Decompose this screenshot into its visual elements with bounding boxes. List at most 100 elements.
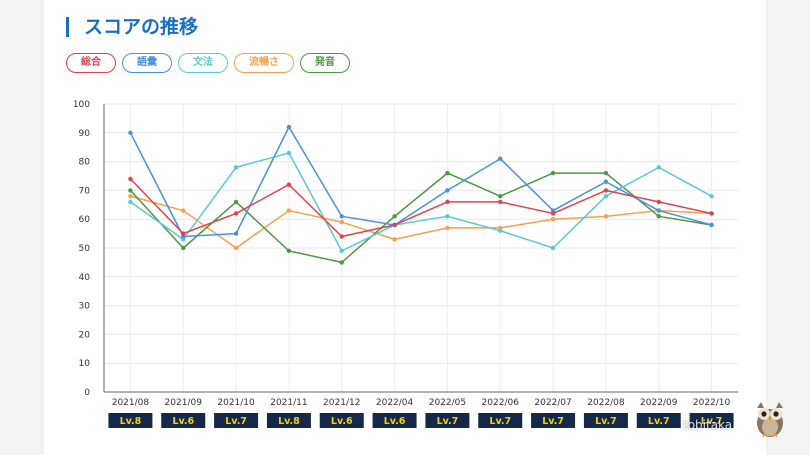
series-point-0 — [181, 208, 186, 213]
x-tick-label: 2022/04 — [376, 398, 414, 408]
title-accent-bar — [66, 17, 69, 37]
x-tick-label: 2022/05 — [429, 398, 466, 408]
series-point-4 — [181, 231, 186, 236]
x-tick-label: 2021/12 — [323, 398, 360, 408]
series-point-2 — [286, 150, 292, 156]
level-badge — [636, 413, 681, 428]
series-point-4 — [550, 211, 556, 216]
series-point-4 — [709, 211, 714, 216]
series-point-0 — [445, 225, 450, 231]
series-point-4 — [233, 211, 239, 216]
series-point-1 — [445, 170, 450, 176]
series-point-0 — [286, 208, 292, 213]
legend-toggle-1[interactable]: 語彙 — [122, 53, 172, 73]
series-point-4 — [392, 222, 397, 228]
level-badge-label: Lv.8 — [278, 416, 300, 427]
level-badge — [319, 413, 364, 428]
level-badge-label: Lv.8 — [120, 416, 142, 427]
level-badge — [372, 413, 417, 428]
series-point-4 — [286, 182, 292, 187]
x-tick-label: 2022/09 — [640, 398, 678, 408]
series-point-1 — [339, 260, 344, 265]
level-badge — [214, 413, 259, 428]
level-badge-label: Lv.7 — [225, 416, 247, 427]
series-point-3 — [498, 156, 503, 161]
level-badge — [425, 413, 470, 428]
level-badge — [108, 413, 153, 428]
series-line-3 — [129, 126, 712, 238]
series-point-1 — [603, 170, 609, 176]
series-point-3 — [339, 214, 344, 219]
series-point-2 — [498, 228, 503, 233]
level-badge — [161, 413, 206, 428]
y-tick-label: 40 — [79, 273, 91, 283]
legend-toggle-2[interactable]: 文法 — [178, 53, 228, 73]
series-point-4 — [128, 176, 133, 182]
level-badge-label: Lv.6 — [172, 416, 194, 427]
y-tick-label: 0 — [84, 388, 90, 398]
series-line-1 — [129, 172, 712, 264]
y-tick-label: 20 — [79, 330, 91, 340]
series-point-0 — [392, 237, 397, 242]
level-badge — [583, 413, 628, 428]
series-line-2 — [129, 152, 712, 252]
series-point-1 — [128, 188, 133, 193]
watermark-text: tobitaka — [683, 418, 733, 432]
level-badge-label: Lv.7 — [437, 416, 459, 427]
level-badge-label: Lv.7 — [489, 416, 511, 427]
level-badge-label: Lv.7 — [595, 416, 617, 427]
series-point-3 — [128, 130, 133, 135]
legend-toggle-4[interactable]: 発音 — [300, 53, 350, 73]
x-tick-label: 2022/06 — [482, 398, 520, 408]
y-tick-label: 50 — [79, 244, 91, 254]
level-badge — [478, 413, 523, 428]
y-tick-label: 60 — [79, 215, 91, 225]
series-point-1 — [550, 170, 556, 176]
owl-mascot-icon — [757, 402, 783, 438]
series-point-2 — [233, 165, 239, 170]
series-point-3 — [286, 124, 292, 130]
x-tick-label: 2021/10 — [217, 398, 255, 408]
series-point-2 — [128, 199, 133, 205]
series-point-3 — [233, 231, 239, 236]
series-point-4 — [498, 199, 503, 205]
series-point-1 — [656, 214, 661, 219]
series-point-3 — [656, 208, 661, 213]
series-point-4 — [603, 188, 609, 193]
x-tick-label: 2021/08 — [112, 398, 150, 408]
series-point-1 — [498, 193, 503, 199]
series-point-2 — [709, 193, 714, 199]
series-point-0 — [550, 217, 556, 222]
page-title: スコアの推移 — [84, 16, 199, 38]
y-tick-label: 100 — [73, 100, 90, 110]
x-tick-label: 2021/11 — [270, 398, 307, 408]
level-badge — [689, 413, 734, 428]
x-tick-label: 2021/09 — [165, 398, 203, 408]
legend-toggle-3[interactable]: 流暢さ — [234, 53, 294, 73]
series-point-3 — [709, 222, 714, 228]
level-badge-label: Lv.6 — [384, 416, 406, 427]
series-point-2 — [339, 248, 344, 254]
series-point-1 — [286, 248, 292, 254]
level-badge — [266, 413, 311, 428]
series-point-1 — [392, 214, 397, 219]
series-point-0 — [339, 219, 344, 225]
x-tick-label: 2022/10 — [693, 398, 731, 408]
series-point-4 — [339, 234, 344, 239]
series-point-3 — [445, 188, 450, 193]
level-badge-label: Lv.7 — [648, 416, 670, 427]
y-tick-label: 70 — [79, 186, 91, 196]
series-point-3 — [603, 179, 609, 184]
series-point-1 — [233, 199, 239, 205]
level-badge-label: Lv.7 — [542, 416, 564, 427]
level-badge — [531, 413, 576, 428]
legend-toggle-0[interactable]: 総合 — [66, 53, 116, 73]
series-point-2 — [550, 245, 556, 251]
series-point-0 — [233, 245, 239, 251]
series-point-4 — [445, 199, 450, 205]
series-line-0 — [130, 195, 712, 249]
series-point-1 — [181, 245, 186, 251]
level-badge-label: Lv.6 — [331, 416, 353, 427]
y-tick-label: 90 — [79, 129, 91, 139]
